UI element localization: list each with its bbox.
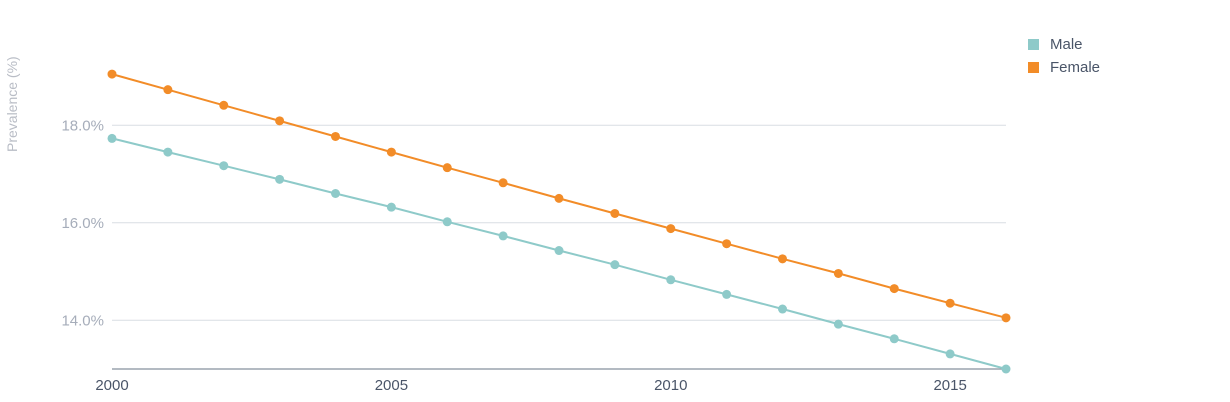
y-axis: 14.0% 16.0% 18.0%: [61, 117, 104, 329]
data-point-male[interactable]: [945, 349, 955, 359]
data-point-male[interactable]: [1001, 364, 1011, 374]
data-point-female[interactable]: [498, 178, 508, 188]
y-tick-label: 14.0%: [61, 312, 104, 329]
data-point-male[interactable]: [778, 304, 787, 314]
data-point-male[interactable]: [833, 319, 843, 329]
legend: Male Female: [1028, 33, 1100, 79]
data-point-female[interactable]: [1001, 313, 1011, 323]
x-tick-label: 2015: [933, 377, 966, 394]
data-point-female[interactable]: [163, 85, 173, 95]
x-tick-label: 2000: [95, 377, 128, 394]
data-point-male[interactable]: [498, 231, 508, 241]
grid-lines: [112, 124, 1006, 321]
series-lines: [107, 69, 1011, 374]
y-tick-label: 16.0%: [61, 215, 104, 232]
data-point-female[interactable]: [945, 298, 955, 308]
data-point-female[interactable]: [610, 208, 620, 218]
legend-item-male[interactable]: Male: [1028, 33, 1100, 56]
legend-swatch-female: [1028, 62, 1039, 73]
data-point-male[interactable]: [107, 133, 117, 143]
x-tick-label: 2010: [654, 377, 687, 394]
data-point-female[interactable]: [107, 69, 117, 79]
data-point-female[interactable]: [442, 163, 452, 173]
legend-label-male: Male: [1050, 36, 1083, 53]
data-point-male[interactable]: [442, 217, 452, 227]
data-point-female[interactable]: [275, 116, 285, 126]
data-point-male[interactable]: [275, 174, 285, 184]
data-point-male[interactable]: [163, 147, 173, 157]
data-point-male[interactable]: [554, 246, 564, 256]
data-point-male[interactable]: [331, 189, 340, 198]
data-point-female[interactable]: [331, 131, 340, 141]
data-point-female[interactable]: [889, 284, 899, 294]
data-point-male[interactable]: [386, 202, 396, 212]
data-point-male[interactable]: [666, 275, 676, 285]
legend-swatch-male: [1028, 39, 1039, 50]
data-point-male[interactable]: [722, 289, 732, 299]
data-point-female[interactable]: [722, 239, 732, 249]
legend-label-female: Female: [1050, 59, 1101, 76]
data-point-female[interactable]: [666, 224, 676, 234]
data-point-female[interactable]: [386, 147, 396, 157]
data-point-female[interactable]: [833, 268, 843, 278]
data-point-male[interactable]: [219, 161, 229, 171]
data-point-female[interactable]: [554, 193, 564, 203]
y-tick-label: 18.0%: [61, 117, 104, 134]
data-point-female[interactable]: [219, 100, 229, 110]
x-tick-label: 2005: [375, 377, 408, 394]
x-axis: 2000 2005 2010 2015: [95, 368, 1006, 394]
legend-item-female[interactable]: Female: [1028, 56, 1100, 79]
data-point-female[interactable]: [778, 254, 787, 264]
y-axis-label: Prevalence (%): [4, 56, 20, 152]
data-point-male[interactable]: [889, 334, 899, 344]
data-point-male[interactable]: [610, 260, 620, 270]
